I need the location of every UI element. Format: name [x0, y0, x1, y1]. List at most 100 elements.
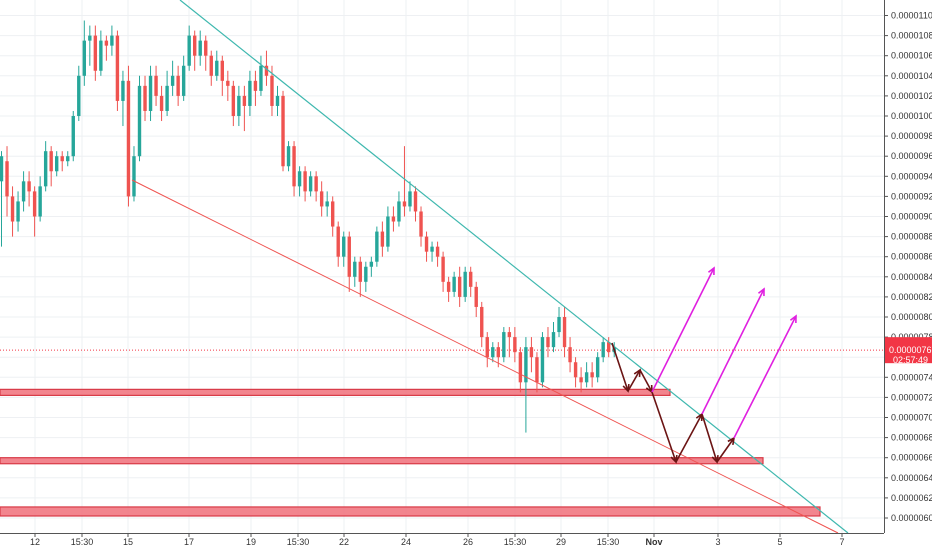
candle-body: [88, 35, 92, 41]
breakout-arrow: [701, 288, 765, 415]
projection-path-segment: [675, 413, 703, 463]
candle-body: [193, 35, 197, 56]
candle-body: [513, 337, 517, 353]
candle-body: [375, 231, 379, 262]
candle-body: [21, 181, 26, 202]
x-tick-label: 3: [715, 537, 720, 547]
candle-body: [303, 171, 307, 192]
projection-path-segment: [627, 369, 641, 392]
candle-body: [226, 80, 230, 86]
y-tick-label: 0.00000600: [891, 513, 932, 523]
candle-body: [502, 332, 506, 358]
candle-body: [93, 35, 98, 71]
candle-body: [165, 85, 169, 111]
candle-body: [10, 196, 15, 222]
candle-body: [215, 60, 219, 76]
candle-body: [314, 176, 318, 192]
candle-body: [573, 362, 578, 378]
x-tick-label: 15: [123, 537, 133, 547]
support-zone-2: [0, 457, 764, 465]
candle-body: [60, 156, 64, 162]
candle-body: [529, 347, 534, 358]
candle-body: [264, 65, 269, 76]
candle-body: [115, 35, 120, 101]
candle-body: [607, 342, 611, 353]
candle-body: [430, 246, 434, 252]
breakout-arrow-head: [789, 314, 797, 324]
candles: [0, 20, 616, 433]
candle-body: [441, 256, 445, 282]
candle-body: [132, 156, 136, 197]
x-tick-label: 15:30: [597, 537, 620, 547]
candle-body: [55, 156, 59, 172]
projection-path-segment: [651, 391, 677, 463]
candle-body: [435, 246, 440, 257]
candle-body: [43, 151, 48, 187]
current-price-badge: [885, 337, 932, 364]
candle-body: [242, 95, 247, 106]
candle-body: [347, 236, 351, 277]
x-tick-label: 15:30: [504, 537, 527, 547]
x-tick-label: 29: [556, 537, 566, 547]
candle-body: [198, 40, 202, 56]
candle-body: [248, 80, 252, 106]
current-price-label: 0.00000767: [889, 345, 932, 355]
candle-body: [446, 281, 451, 292]
candle-body: [319, 191, 324, 207]
candle-body: [562, 317, 567, 348]
candle-body: [557, 317, 561, 333]
projection-path-segment: [701, 413, 718, 463]
candle-body: [469, 271, 473, 287]
current-price-countdown: 02:57:49: [893, 355, 928, 365]
candle-body: [452, 276, 456, 292]
candle-body: [408, 191, 412, 207]
candle-body: [491, 347, 495, 358]
support-zone-1: [0, 388, 671, 396]
x-tick-label: 17: [184, 537, 194, 547]
candle-body: [496, 347, 500, 358]
candle-body: [292, 146, 296, 187]
candle-body: [518, 352, 523, 383]
candle-body: [325, 201, 329, 207]
candle-body: [82, 40, 86, 76]
candle-body: [297, 171, 302, 187]
candle-body: [358, 261, 362, 282]
candle-body: [231, 85, 236, 116]
candle-body: [584, 372, 589, 383]
candle-body: [424, 236, 429, 252]
candle-body: [535, 357, 539, 383]
candle-body: [259, 65, 263, 91]
candle-body: [336, 226, 340, 257]
projection-path-segment: [611, 342, 629, 392]
resistance-trendline: [179, 0, 849, 534]
x-tick-label: 24: [401, 537, 411, 547]
candle-body: [397, 201, 401, 222]
x-tick-label: 26: [463, 537, 473, 547]
candle-body: [49, 151, 53, 172]
x-tick-label: 5: [777, 537, 782, 547]
candle-body: [275, 95, 280, 106]
candle-body: [237, 95, 241, 116]
